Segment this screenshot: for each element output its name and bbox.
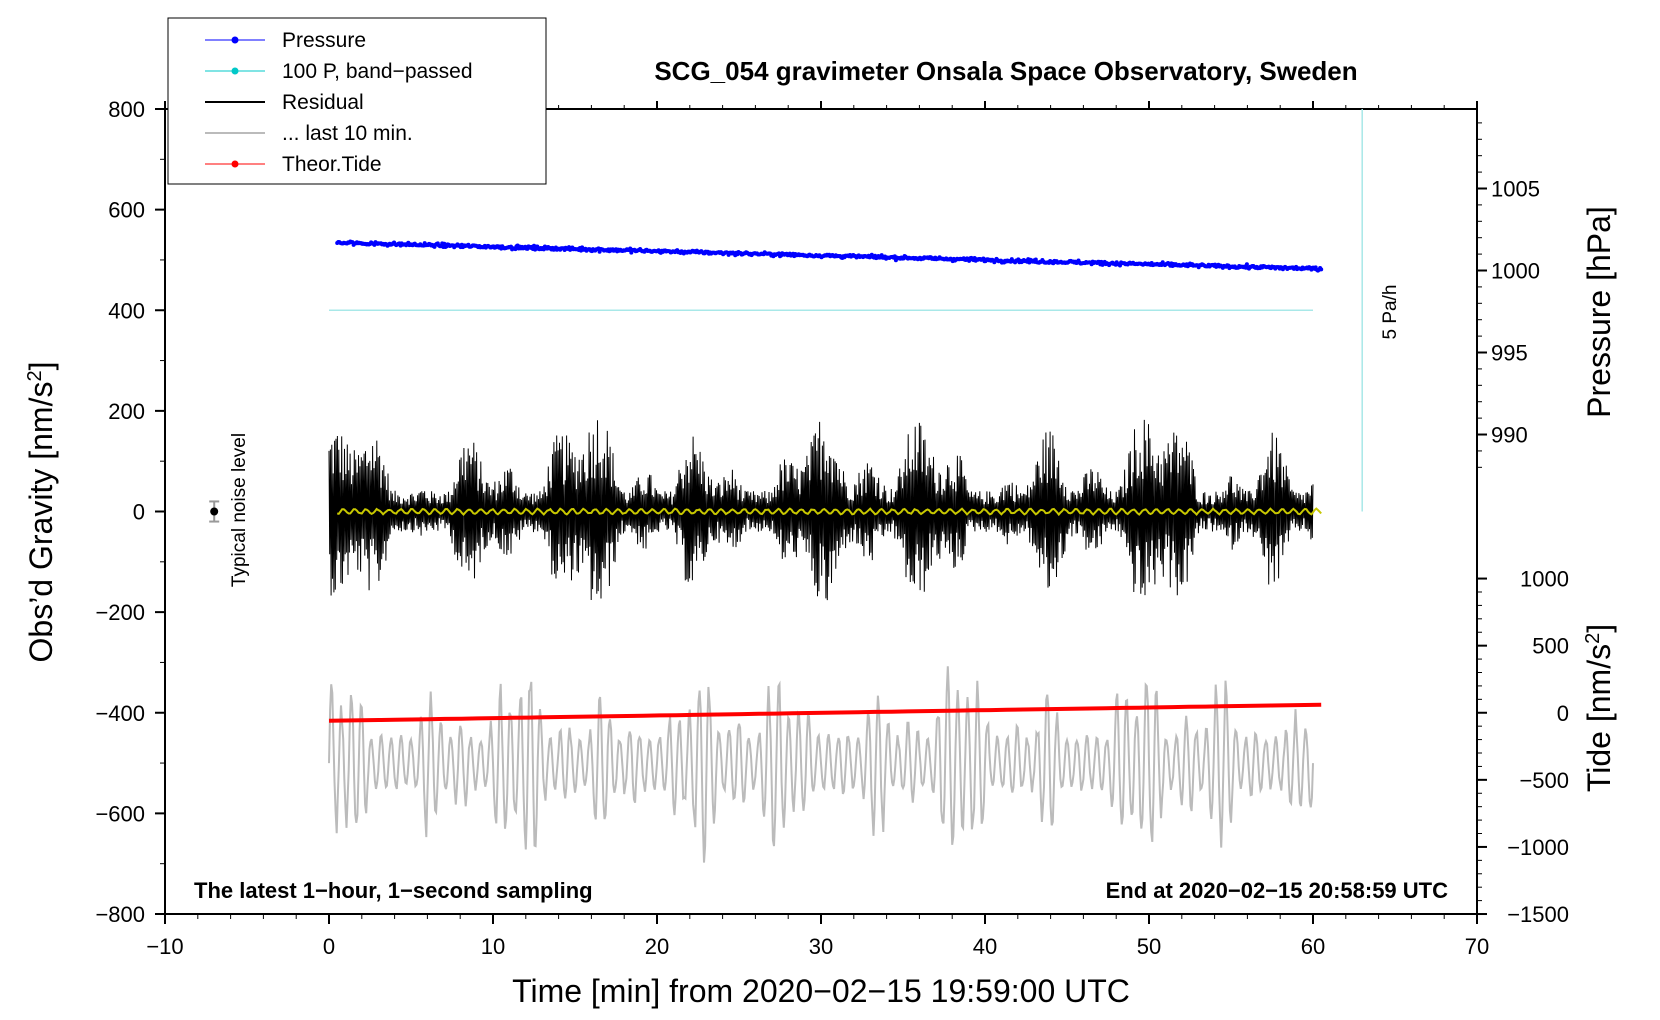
tide-axis-title: Tide [nm/s2] — [1581, 624, 1617, 792]
x-tick-label: 10 — [481, 934, 505, 959]
noise-level-marker — [209, 500, 220, 523]
y-axis-title: Obs’d Gravity [nm/s2] — [23, 362, 59, 663]
pressure-axis-title: Pressure [hPa] — [1581, 206, 1617, 418]
tide-tick-label: 1000 — [1520, 567, 1569, 592]
pressure-point — [533, 247, 538, 252]
noise-level-label: Typical noise level — [229, 433, 250, 587]
tide-axis-title-main: Tide [nm/s — [1581, 644, 1617, 792]
theoretical-tide-line — [328, 702, 1322, 723]
legend-tide-label: Theor.Tide — [282, 153, 382, 176]
x-tick-label: −10 — [146, 934, 183, 959]
y-axis-title-sup: 2 — [24, 370, 46, 381]
legend-pressure-label: Pressure — [282, 29, 366, 52]
tide-tick-label: 500 — [1532, 634, 1569, 659]
y-axis-title-main: Obs’d Gravity [nm/s — [23, 382, 59, 663]
legend: Pressure 100 P, band−passed Residual ...… — [167, 17, 547, 185]
pressure-tick-label: 1005 — [1491, 176, 1540, 201]
tide-tick-label: 0 — [1557, 701, 1569, 726]
tide-tick-label: −1500 — [1507, 902, 1569, 927]
y-axis-title-close: ] — [23, 362, 59, 371]
x-tick-label: 60 — [1301, 934, 1325, 959]
x-tick-label: 50 — [1137, 934, 1161, 959]
pressure-tick-label: 990 — [1491, 423, 1528, 448]
x-tick-label: 40 — [973, 934, 997, 959]
residual-smoothed-line — [337, 507, 1322, 517]
legend-tide-marker — [231, 160, 239, 168]
y-tick-label: 0 — [133, 500, 145, 525]
pressure-point — [1244, 262, 1249, 267]
tide-tick-label: −500 — [1519, 768, 1569, 793]
x-axis-title: Time [min] from 2020−02−15 19:59:00 UTC — [512, 973, 1130, 1009]
legend-bandpass-label: 100 P, band−passed — [282, 60, 473, 83]
y-tick-label: 400 — [108, 298, 145, 323]
y-tick-label: −400 — [95, 701, 145, 726]
y-tick-label: −200 — [95, 600, 145, 625]
tick-group: −10 0 10 20 30 40 50 60 70 800 600 400 200 0 −200 −400 −… — [95, 97, 1569, 959]
tide-tick-label: −1000 — [1507, 835, 1569, 860]
last-10-min-line — [328, 666, 1314, 863]
annotation-bottom-left: The latest 1−hour, 1−second sampling — [194, 878, 593, 903]
legend-residual-label: Residual — [282, 91, 364, 114]
x-tick-label: 30 — [809, 934, 833, 959]
x-tick-label: 70 — [1465, 934, 1489, 959]
pressure-point — [1319, 267, 1324, 272]
y-tick-label: 600 — [108, 198, 145, 223]
y-tick-label: −600 — [95, 801, 145, 826]
pressure-tick-label: 995 — [1491, 341, 1528, 366]
legend-pressure-marker — [231, 36, 239, 44]
noise-point — [210, 507, 219, 516]
chart-title: SCG_054 gravimeter Onsala Space Observat… — [654, 56, 1357, 86]
x-tick-label: 0 — [323, 934, 335, 959]
series-group — [209, 109, 1363, 863]
pa-rate-label: 5 Pa/h — [1380, 285, 1401, 340]
y-tick-label: −800 — [95, 902, 145, 927]
y-tick-label: 200 — [108, 399, 145, 424]
y-tick-label: 800 — [108, 97, 145, 122]
residual-line — [328, 419, 1314, 601]
pressure-series — [335, 239, 1324, 273]
tide-axis-title-close: ] — [1581, 624, 1617, 633]
pressure-tick-label: 1000 — [1491, 259, 1540, 284]
annotation-bottom-right: End at 2020−02−15 20:58:59 UTC — [1106, 878, 1449, 903]
legend-last10-label: ... last 10 min. — [282, 122, 413, 145]
tide-axis-title-sup: 2 — [1582, 633, 1604, 644]
legend-bandpass-marker — [231, 67, 239, 75]
x-tick-label: 20 — [645, 934, 669, 959]
